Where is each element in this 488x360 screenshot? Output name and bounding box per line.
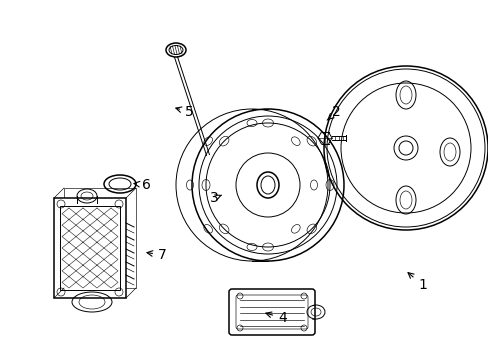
Text: 1: 1: [407, 273, 426, 292]
Text: 7: 7: [147, 248, 166, 262]
Bar: [60, 206, 120, 290]
Text: 2: 2: [326, 105, 340, 120]
Text: 6: 6: [134, 178, 151, 192]
Text: 4: 4: [265, 311, 286, 325]
Text: 5: 5: [176, 105, 193, 119]
Text: 3: 3: [209, 191, 221, 205]
Bar: [54, 198, 126, 298]
Bar: [64, 188, 136, 288]
